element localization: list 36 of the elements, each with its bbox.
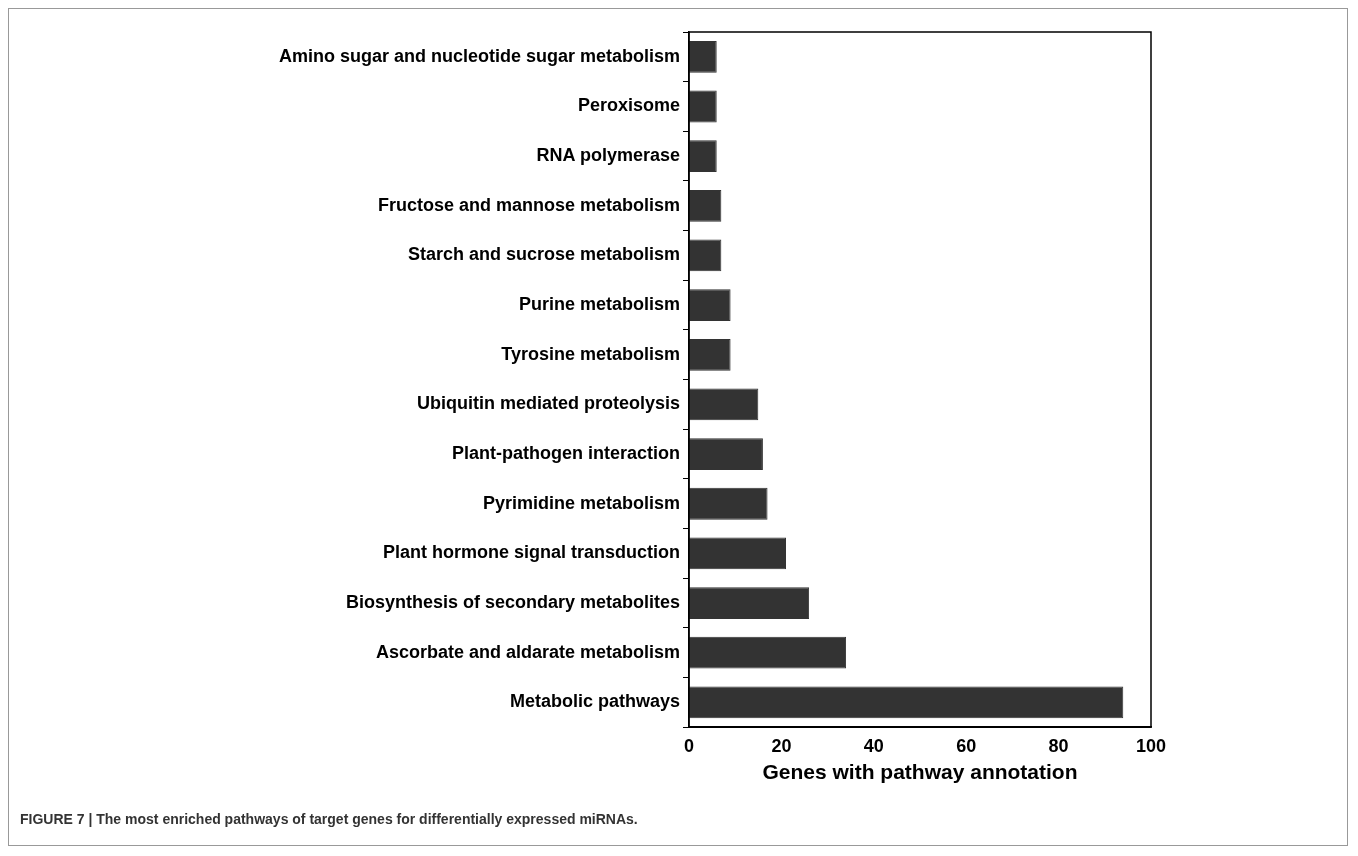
bar bbox=[689, 40, 717, 73]
bar bbox=[689, 636, 847, 669]
y-tick-label: Purine metabolism bbox=[518, 294, 680, 315]
y-tick-label: Biosynthesis of secondary metabolites bbox=[345, 592, 680, 613]
bar bbox=[689, 289, 731, 322]
x-tick-label: 40 bbox=[863, 735, 884, 756]
y-tick-label: Amino sugar and nucleotide sugar metabolism bbox=[278, 45, 680, 66]
bar bbox=[689, 438, 763, 470]
y-tick-label: Pyrimidine metabolism bbox=[482, 492, 680, 513]
bar bbox=[689, 140, 717, 173]
y-tick-label: Tyrosine metabolism bbox=[501, 343, 680, 364]
bar bbox=[689, 686, 1124, 719]
y-tick-label: Peroxisome bbox=[577, 95, 680, 116]
bar bbox=[689, 90, 717, 123]
x-tick-label: 20 bbox=[771, 735, 792, 756]
y-tick-label: Starch and sucrose metabolism bbox=[407, 244, 680, 265]
y-tick-label: Fructose and mannose metabolism bbox=[377, 194, 680, 215]
bar bbox=[689, 189, 722, 222]
bar bbox=[689, 487, 768, 520]
bar bbox=[689, 388, 759, 421]
y-tick-label: Plant-pathogen interaction bbox=[451, 443, 680, 464]
bar bbox=[689, 239, 722, 272]
y-tick-label: Ubiquitin mediated proteolysis bbox=[416, 393, 680, 414]
y-tick-label: RNA polymerase bbox=[536, 145, 680, 166]
y-tick-label: Metabolic pathways bbox=[509, 691, 680, 712]
bar bbox=[689, 338, 731, 371]
x-tick-label: 0 bbox=[683, 735, 695, 756]
x-tick-label: 60 bbox=[956, 735, 977, 756]
y-tick-label: Ascorbate and aldarate metabolism bbox=[375, 641, 680, 662]
bar bbox=[689, 537, 787, 570]
y-tick-label: Plant hormone signal transduction bbox=[382, 542, 680, 563]
x-tick-label: 80 bbox=[1048, 735, 1069, 756]
caption: FIGURE 7 | The most enriched pathways of target genes for differentially expressed miRNAs. bbox=[20, 811, 638, 827]
x-axis-title: Genes with pathway annotation bbox=[762, 760, 1078, 784]
x-tick-label: 100 bbox=[1135, 735, 1167, 756]
bar bbox=[689, 587, 810, 619]
